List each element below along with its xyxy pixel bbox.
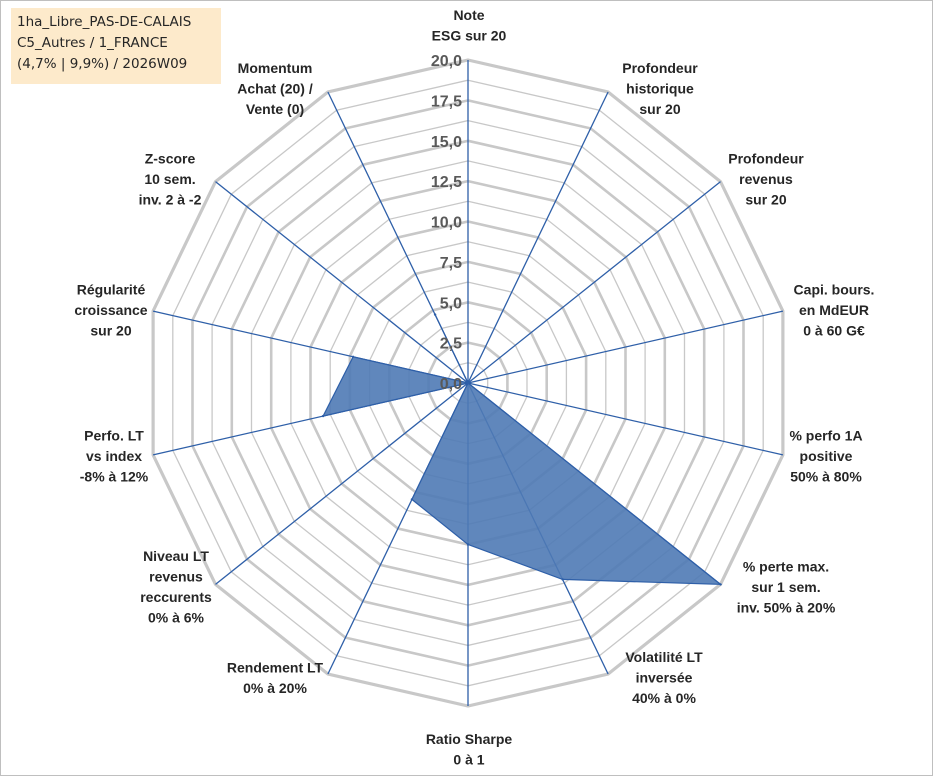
axis-label: Vente (0) bbox=[246, 101, 304, 117]
axis-label: Rendement LT bbox=[227, 659, 324, 675]
data-point bbox=[410, 498, 414, 501]
data-point bbox=[321, 414, 325, 418]
axis-label: croissance bbox=[74, 302, 147, 318]
axis-spoke bbox=[467, 181, 721, 384]
data-point bbox=[561, 578, 564, 581]
axis-label: inv. 2 à -2 bbox=[139, 192, 202, 208]
tick-label: 17,5 bbox=[431, 93, 462, 110]
axis-label: sur 1 sem. bbox=[751, 579, 820, 595]
data-point bbox=[433, 313, 437, 316]
axis-spoke bbox=[215, 382, 469, 585]
axis-label: % perfo 1A bbox=[789, 427, 862, 443]
data-point bbox=[466, 381, 470, 385]
axis-label: 40% à 0% bbox=[632, 690, 696, 706]
tick-layer: 0,0 2,5 5,0 7,5 10,0 12,5 15,0 17,5 20,0 bbox=[431, 53, 462, 393]
axis-label: reccurents bbox=[140, 589, 212, 605]
axis-spoke bbox=[467, 310, 784, 384]
axis-label: Achat (20) / bbox=[237, 80, 313, 96]
axis-label: ESG sur 20 bbox=[432, 28, 507, 44]
axis-label: Niveau LT bbox=[143, 548, 209, 564]
axis-label: Perfo. LT bbox=[84, 427, 144, 443]
series-area bbox=[321, 314, 723, 586]
axis-label: revenus bbox=[149, 569, 203, 585]
axis-label: Ratio Sharpe bbox=[426, 731, 513, 747]
label-layer: Note ESG sur 20 Profondeur historique sur 20… bbox=[74, 7, 874, 768]
axis-label: Momentum bbox=[238, 60, 313, 76]
axis-label: Note bbox=[453, 7, 484, 23]
axis-label: sur 20 bbox=[745, 192, 786, 208]
axis-spoke bbox=[467, 382, 784, 456]
axis-label: Z-score bbox=[145, 151, 196, 167]
tick-label: 12,5 bbox=[431, 174, 462, 191]
data-point bbox=[466, 543, 470, 546]
axis-label: sur 20 bbox=[639, 101, 680, 117]
info-line-3: (4,7% | 9,9%) / 2026W09 bbox=[17, 56, 188, 72]
axis-label: positive bbox=[800, 448, 853, 464]
axis-label: 0 à 60 G€ bbox=[803, 323, 865, 339]
data-point bbox=[719, 583, 722, 586]
tick-label: 2,5 bbox=[440, 336, 462, 353]
axis-label: en MdEUR bbox=[799, 302, 869, 318]
axis-label: 10 sem. bbox=[144, 171, 195, 187]
axis-label: Profondeur bbox=[728, 151, 804, 167]
axis-label: -8% à 12% bbox=[80, 468, 149, 484]
tick-label: 15,0 bbox=[431, 134, 462, 151]
tick-label: 5,0 bbox=[440, 295, 462, 312]
axis-label: Régularité bbox=[77, 282, 146, 298]
axis-label: 0 à 1 bbox=[453, 752, 484, 768]
tick-label: 0,0 bbox=[440, 376, 462, 393]
axis-label: 0% à 6% bbox=[148, 610, 205, 626]
axis-spoke bbox=[215, 181, 469, 384]
axis-spoke bbox=[467, 91, 609, 384]
axis-label: Capi. bours. bbox=[794, 282, 875, 298]
series-layer bbox=[321, 313, 723, 586]
data-point bbox=[351, 355, 355, 358]
axis-label: historique bbox=[626, 80, 694, 96]
tick-label: 7,5 bbox=[440, 255, 462, 272]
axis-label: vs index bbox=[86, 448, 142, 464]
axis-label: sur 20 bbox=[90, 323, 131, 339]
axis-label: Profondeur bbox=[622, 60, 698, 76]
axis-label: inversée bbox=[636, 670, 693, 686]
axis-label: revenus bbox=[739, 171, 793, 187]
tick-label: 20,0 bbox=[431, 53, 462, 70]
axis-label: % perte max. bbox=[743, 558, 829, 574]
tick-label: 10,0 bbox=[431, 215, 462, 232]
axis-label: inv. 50% à 20% bbox=[737, 599, 836, 615]
info-box: 1ha_Libre_PAS-DE-CALAIS C5_Autres / 1_FR… bbox=[11, 8, 221, 84]
axis-label: 0% à 20% bbox=[243, 680, 307, 696]
info-line-1: 1ha_Libre_PAS-DE-CALAIS bbox=[17, 14, 192, 30]
info-line-2: C5_Autres / 1_FRANCE bbox=[17, 35, 168, 51]
axis-label: 50% à 80% bbox=[790, 468, 862, 484]
axis-label: Volatilité LT bbox=[625, 649, 703, 665]
